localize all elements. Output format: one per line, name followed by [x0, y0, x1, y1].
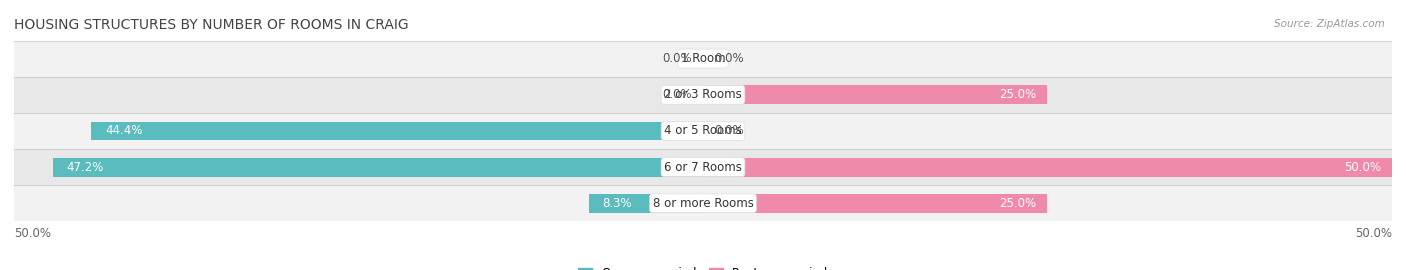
- Text: 25.0%: 25.0%: [1000, 88, 1036, 101]
- Text: HOUSING STRUCTURES BY NUMBER OF ROOMS IN CRAIG: HOUSING STRUCTURES BY NUMBER OF ROOMS IN…: [14, 18, 409, 32]
- Bar: [14, 40, 1392, 77]
- Text: 0.0%: 0.0%: [714, 52, 744, 65]
- Text: 47.2%: 47.2%: [66, 161, 104, 174]
- Text: 8.3%: 8.3%: [602, 197, 633, 210]
- Bar: [703, 194, 1047, 213]
- Text: 8 or more Rooms: 8 or more Rooms: [652, 197, 754, 210]
- Text: Source: ZipAtlas.com: Source: ZipAtlas.com: [1274, 19, 1385, 29]
- Text: 0.0%: 0.0%: [662, 52, 692, 65]
- Bar: [52, 158, 703, 177]
- Text: 50.0%: 50.0%: [1344, 161, 1381, 174]
- Bar: [703, 85, 1047, 104]
- Text: 4 or 5 Rooms: 4 or 5 Rooms: [664, 124, 742, 137]
- Bar: [14, 149, 1392, 185]
- Text: 0.0%: 0.0%: [662, 88, 692, 101]
- Text: 25.0%: 25.0%: [1000, 197, 1036, 210]
- Text: 0.0%: 0.0%: [714, 124, 744, 137]
- Bar: [91, 122, 703, 140]
- Legend: Owner-occupied, Renter-occupied: Owner-occupied, Renter-occupied: [572, 262, 834, 270]
- Bar: [703, 158, 1392, 177]
- Bar: [14, 185, 1392, 221]
- Bar: [589, 194, 703, 213]
- Text: 50.0%: 50.0%: [14, 227, 51, 240]
- Bar: [14, 113, 1392, 149]
- Text: 50.0%: 50.0%: [1355, 227, 1392, 240]
- Text: 2 or 3 Rooms: 2 or 3 Rooms: [664, 88, 742, 101]
- Text: 6 or 7 Rooms: 6 or 7 Rooms: [664, 161, 742, 174]
- Text: 1 Room: 1 Room: [681, 52, 725, 65]
- Text: 44.4%: 44.4%: [105, 124, 142, 137]
- Bar: [14, 77, 1392, 113]
